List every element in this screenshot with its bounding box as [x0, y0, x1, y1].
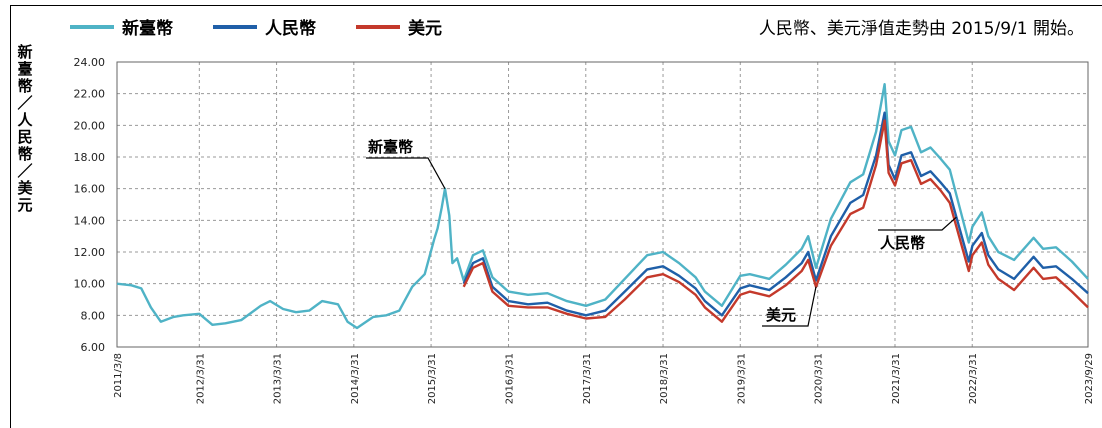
- series-line-1: [464, 113, 1088, 316]
- x-tick-label: 2016/3/31: [505, 353, 516, 404]
- annotation-label: 人民幣: [880, 234, 925, 252]
- x-tick-label: 2022/3/31: [968, 353, 979, 404]
- x-tick-label: 2015/3/31: [427, 353, 438, 404]
- y-tick-label: 6.00: [81, 341, 106, 354]
- x-tick-label: 2014/3/31: [350, 353, 361, 404]
- annotation-leader: [366, 158, 445, 189]
- y-tick-label: 16.00: [74, 183, 106, 196]
- annotation-label: 新臺幣: [368, 138, 413, 156]
- y-tick-label: 20.00: [74, 119, 106, 132]
- x-tick-label: 2019/3/31: [736, 353, 747, 404]
- x-tick-label: 2013/3/31: [273, 353, 284, 404]
- annotation-leader: [878, 217, 956, 230]
- x-tick-label: 2018/3/31: [659, 353, 670, 404]
- x-tick-label: 2011/3/8: [113, 353, 124, 398]
- x-tick-label: 2017/3/31: [582, 353, 593, 404]
- y-tick-label: 14.00: [74, 214, 106, 227]
- y-tick-label: 24.00: [74, 56, 106, 69]
- series-line-2: [464, 121, 1088, 322]
- y-tick-label: 22.00: [74, 88, 106, 101]
- y-tick-label: 18.00: [74, 151, 106, 164]
- series-line-0: [117, 84, 1088, 328]
- x-tick-label: 2023/9/29: [1084, 353, 1095, 404]
- y-tick-label: 10.00: [74, 278, 106, 291]
- y-tick-label: 8.00: [81, 309, 106, 322]
- annotation-label: 美元: [766, 306, 796, 324]
- x-tick-label: 2021/3/31: [891, 353, 902, 404]
- y-tick-label: 12.00: [74, 246, 106, 259]
- x-tick-label: 2012/3/31: [195, 353, 206, 404]
- x-tick-label: 2020/3/31: [814, 353, 825, 404]
